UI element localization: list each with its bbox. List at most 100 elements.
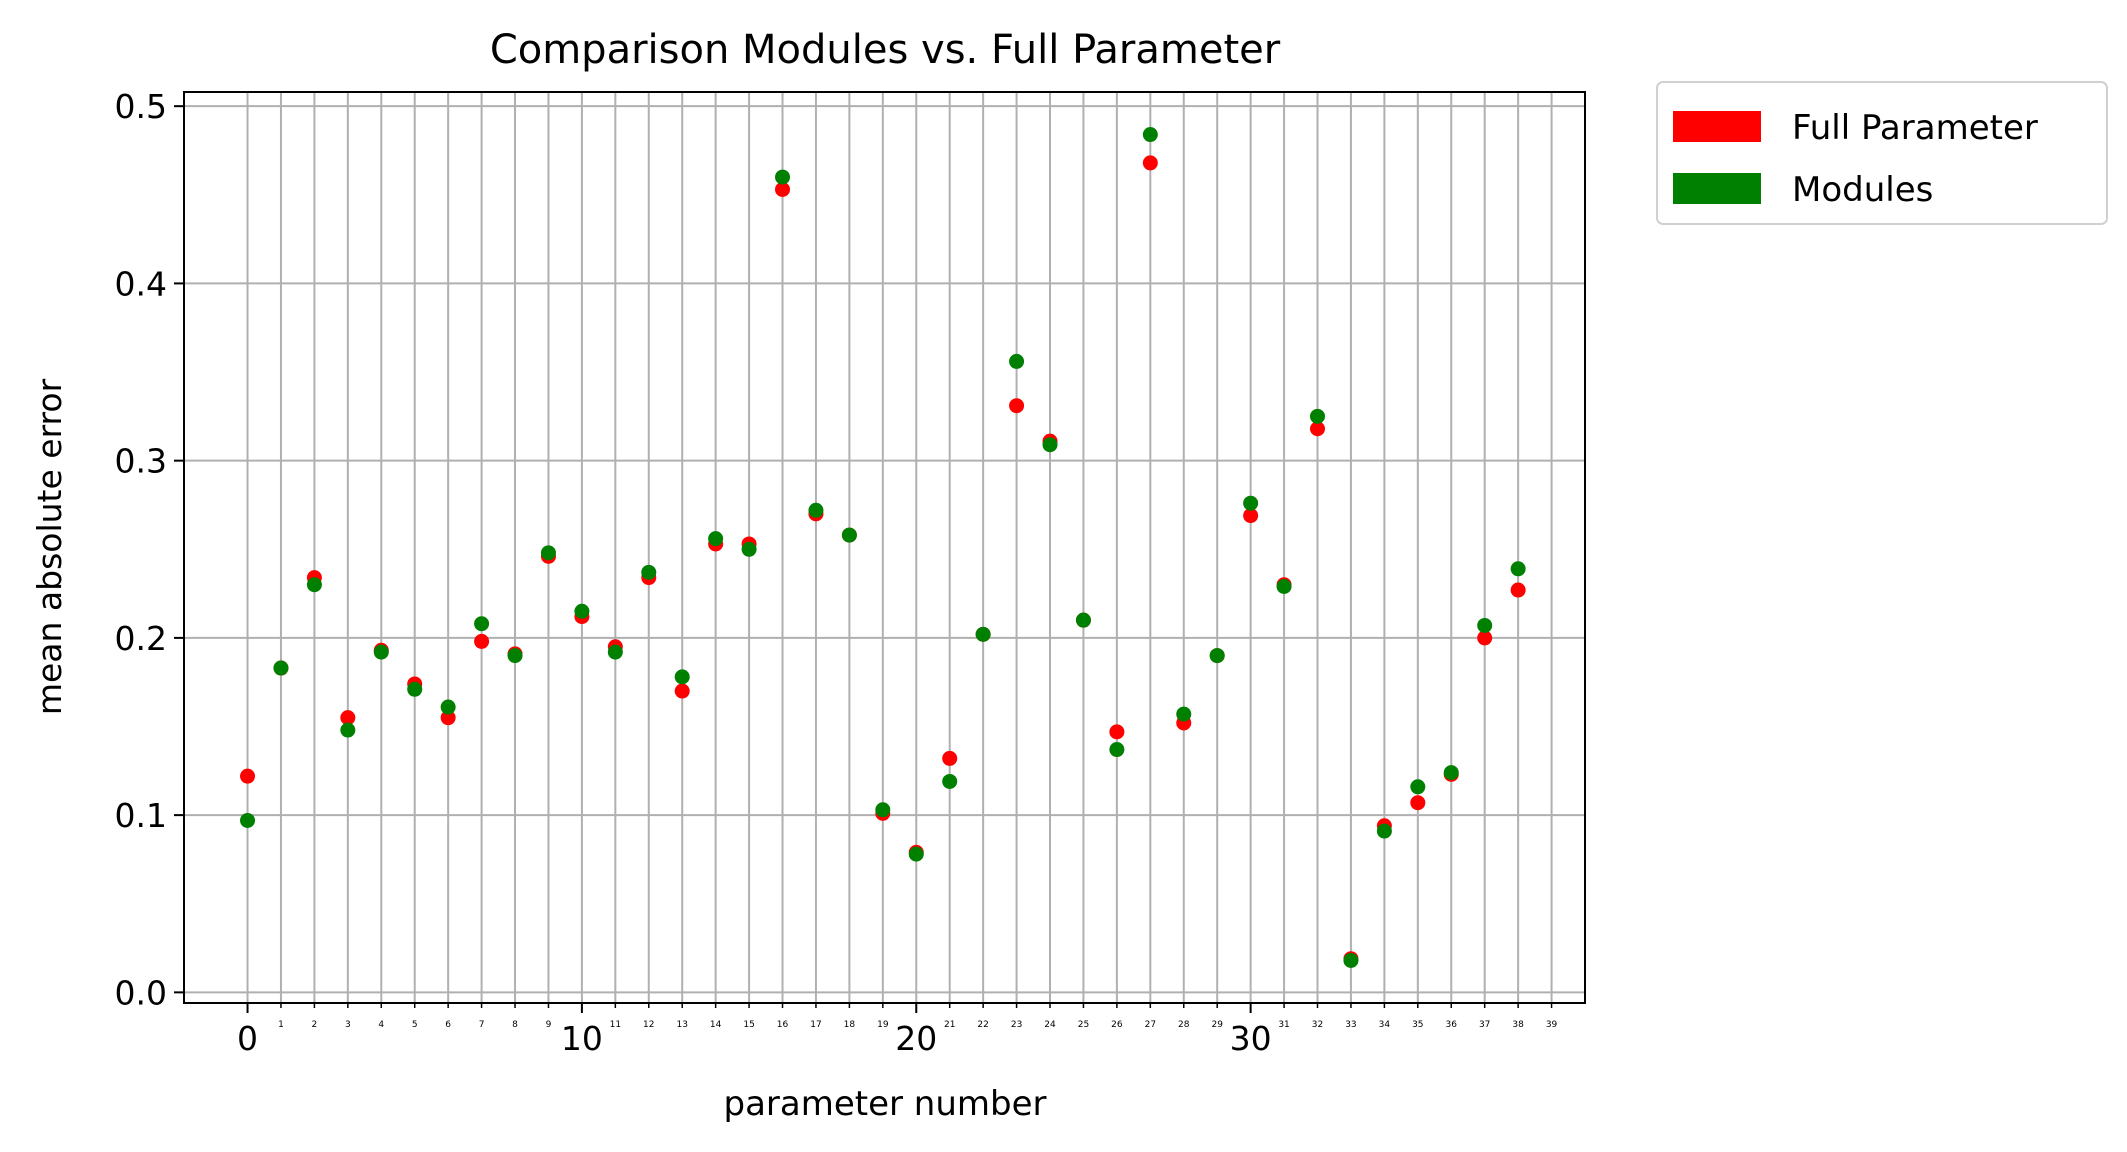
data-point [340, 710, 356, 726]
data-point [607, 644, 623, 660]
legend-swatch [1673, 111, 1761, 142]
x-minor-tick-label: 25 [1078, 1020, 1089, 1030]
x-minor-tick-label: 33 [1345, 1020, 1356, 1030]
x-minor-tick-label: 29 [1211, 1020, 1223, 1030]
data-point [1343, 952, 1359, 968]
data-point [741, 541, 757, 557]
x-minor-tick-label: 18 [844, 1020, 856, 1030]
data-point [574, 603, 590, 619]
data-point [1042, 437, 1058, 453]
data-point [908, 846, 924, 862]
data-point [641, 564, 657, 580]
data-point [1142, 127, 1158, 143]
chart-title: Comparison Modules vs. Full Parameter [490, 27, 1281, 73]
x-major-tick-label: 10 [561, 1019, 603, 1058]
x-minor-tick-label: 15 [743, 1020, 754, 1030]
data-point [474, 616, 490, 632]
x-minor-tick-label: 9 [546, 1020, 552, 1030]
y-axis-label: mean absolute error [30, 378, 69, 715]
x-minor-tick-label: 21 [944, 1020, 955, 1030]
y-tick-label: 0.0 [115, 973, 167, 1012]
data-point [1410, 795, 1426, 811]
x-major-tick-label: 30 [1230, 1019, 1272, 1058]
data-point [373, 644, 389, 660]
series-modules [240, 127, 1526, 968]
data-point [507, 648, 523, 664]
data-point [440, 699, 456, 715]
x-minor-tick-label: 23 [1011, 1020, 1022, 1030]
data-point [975, 626, 991, 642]
data-point [1510, 561, 1526, 577]
data-point [407, 681, 423, 697]
x-minor-tick-label: 26 [1111, 1020, 1123, 1030]
data-point [1075, 612, 1091, 628]
x-minor-tick-label: 37 [1479, 1020, 1490, 1030]
data-point [1443, 765, 1459, 781]
y-tick-label: 0.1 [115, 796, 167, 835]
x-minor-tick-label: 39 [1546, 1020, 1558, 1030]
x-minor-tick-label: 3 [345, 1020, 351, 1030]
legend-frame [1656, 81, 2108, 225]
data-point [1310, 408, 1326, 424]
x-minor-tick-label: 27 [1145, 1020, 1156, 1030]
data-point [1477, 617, 1493, 633]
x-minor-tick-label: 7 [479, 1020, 485, 1030]
x-minor-tick-label: 2 [312, 1020, 318, 1030]
x-minor-tick-label: 17 [810, 1020, 821, 1030]
x-minor-tick-label: 5 [412, 1020, 418, 1030]
data-point [708, 531, 724, 547]
x-minor-tick-label: 32 [1312, 1020, 1323, 1030]
x-minor-tick-label: 24 [1044, 1020, 1056, 1030]
data-point [1276, 578, 1292, 594]
data-point [1142, 155, 1158, 171]
data-point [674, 669, 690, 685]
y-tick-label: 0.2 [115, 619, 167, 658]
data-point [942, 773, 958, 789]
data-point [240, 812, 256, 828]
x-minor-tick-label: 11 [610, 1020, 621, 1030]
data-point [841, 527, 857, 543]
data-point [1009, 398, 1025, 414]
data-point [1310, 421, 1326, 437]
data-point [340, 722, 356, 738]
data-point [540, 545, 556, 561]
x-minor-tick-label: 8 [512, 1020, 518, 1030]
data-point [942, 750, 958, 766]
data-point [1376, 823, 1392, 839]
data-point [1009, 353, 1025, 369]
data-point [808, 502, 824, 518]
data-point [775, 181, 791, 197]
x-axis-label: parameter number [724, 1084, 1047, 1124]
x-axis: 0 10 20 301 2 3 4 5 6 7 8 9 11 12 13 14 15 16 17 18 19 21 22 23… [237, 1003, 1558, 1058]
plot-frame [183, 91, 1586, 1004]
data-point [440, 710, 456, 726]
data-point [273, 660, 289, 676]
data-point [1209, 648, 1225, 664]
legend: Full Parameter Modules [1656, 81, 2108, 225]
series-layer [240, 127, 1526, 968]
x-major-tick-label: 0 [237, 1019, 258, 1058]
x-minor-tick-label: 16 [777, 1020, 789, 1030]
data-point [1109, 742, 1125, 758]
data-point [775, 169, 791, 185]
data-point [1176, 706, 1192, 722]
x-minor-tick-label: 6 [445, 1020, 451, 1030]
y-tick-label: 0.5 [115, 87, 167, 126]
data-point [474, 633, 490, 649]
data-point [1410, 779, 1426, 795]
y-axis: 0.0 0.1 0.2 0.3 0.4 0.5 [115, 87, 184, 1012]
data-point [1477, 630, 1493, 646]
x-minor-tick-label: 38 [1512, 1020, 1524, 1030]
x-minor-tick-label: 12 [643, 1020, 654, 1030]
grid [184, 92, 1585, 1003]
x-minor-tick-label: 35 [1412, 1020, 1423, 1030]
legend-label: Full Parameter [1792, 108, 2038, 148]
x-minor-tick-label: 31 [1278, 1020, 1289, 1030]
data-point [240, 768, 256, 784]
x-major-tick-label: 20 [895, 1019, 937, 1058]
data-point [1109, 724, 1125, 740]
data-point [1243, 508, 1259, 524]
y-tick-label: 0.4 [115, 264, 167, 303]
x-minor-tick-label: 28 [1178, 1020, 1190, 1030]
data-point [306, 577, 322, 593]
